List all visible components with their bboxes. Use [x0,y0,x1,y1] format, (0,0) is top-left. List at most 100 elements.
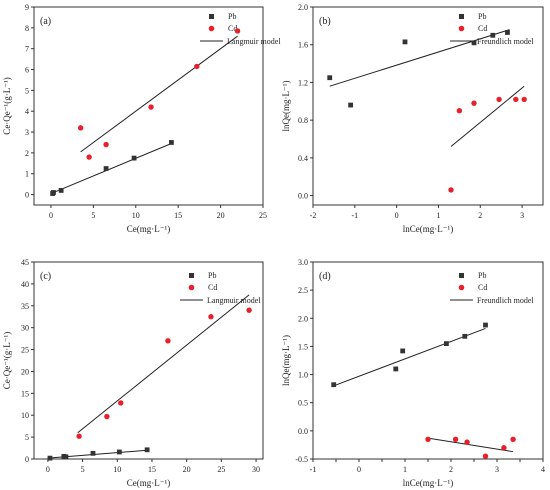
data-point-pb [63,454,69,460]
x-axis-label: Ce(mg·L⁻¹) [127,478,170,488]
legend-marker-cd [208,25,215,32]
legend-label-model: Langmuir model [207,296,261,305]
x-tick-label: 1 [436,211,440,220]
y-tick-label: 4 [25,107,29,116]
data-point-pb [505,30,510,35]
y-tick-label: 0.5 [298,399,308,408]
panel-label: (b) [319,16,331,27]
legend-marker-pb [459,14,464,19]
y-tick-label: 2.0 [298,3,308,12]
y-tick-label: 45 [21,258,29,267]
data-point-cd [510,436,516,442]
chart-panel-1: 0 5 10 15 20 25 0 1 2 3 4 5 6 7 8 9 Ce(mg·L⁻¹) Ce·Qe⁻¹(g·… [2,3,281,234]
x-tick-label: 1 [403,465,407,474]
y-tick-label: 1.2 [298,78,308,87]
data-point-cd [448,187,454,193]
data-point-pb [444,341,449,347]
data-point-pb [58,188,64,193]
x-tick-label: 2 [478,211,482,220]
x-tick-label: -2 [310,211,317,220]
fit-line-pb [329,29,510,87]
legend-marker-pb [459,273,464,278]
y-tick-label: 5 [25,86,29,95]
data-point-cd [76,433,82,439]
legend-label-model: Freundlich model [477,296,534,305]
data-point-cd [513,96,519,103]
x-tick-label: -1 [310,465,317,474]
y-tick-label: 20 [21,367,29,376]
legend-marker-cd [188,284,195,291]
x-tick-label: 0 [395,211,399,220]
legend: Pb Cd Freundlich model [450,271,534,305]
data-point-cd [452,436,459,442]
y-tick-label: 0 [25,455,29,464]
data-point-cd [234,28,241,34]
y-tick-label: 1.0 [298,371,308,380]
x-tick-label: 2 [449,465,453,474]
x-tick-label: 15 [174,211,182,220]
y-tick-label: 7 [25,45,29,54]
plot-frame [33,261,264,460]
plot-frame [312,6,544,206]
y-tick-label: 0.0 [298,427,308,436]
data-point-pb [348,102,354,108]
y-tick-label: 30 [21,324,29,333]
x-tick-label: 3 [495,465,499,474]
fit-line-pb [50,143,172,194]
x-tick-label: 5 [91,211,95,220]
legend: Pb Cd Langmuir model [200,12,281,46]
legend-label-pb: Pb [478,271,486,280]
chart-panel-2: -2 -1 0 1 2 3 0.0 0.4 0.8 1.2 1.6 2.0 lnCe(mg·L⁻¹) ln… [281,3,544,234]
data-point-pb [483,322,488,328]
y-tick-label: 0 [25,191,29,200]
x-tick-label: 30 [252,465,260,474]
data-point-cd [496,96,502,103]
data-point-cd [501,445,507,451]
y-tick-label: 0.4 [298,154,308,163]
chart-panel-4: -1 0 1 2 3 4 -0.5 0.0 0.5 1.0 1.5 2.0 2.5 3.0 lnCe(mg·… [281,258,545,488]
data-point-cd [148,104,154,110]
panel-label: (d) [319,271,331,282]
y-tick-label: 3 [25,128,29,137]
y-tick-label: 9 [25,3,29,12]
y-tick-label: 8 [25,24,29,33]
fit-line-cd [80,35,238,153]
y-tick-label: -0.5 [295,455,308,464]
x-tick-label: 25 [217,465,225,474]
legend-label-cd: Cd [228,24,237,33]
data-point-cd [77,125,84,131]
x-tick-label: 20 [217,211,225,220]
legend: Pb Cd Langmuir model [180,271,261,305]
y-tick-label: 0.8 [298,116,308,125]
data-point-pb [331,382,337,388]
y-axis-label: Ce·Qe⁻¹(g·L⁻¹) [2,77,12,134]
legend-label-model: Langmuir model [227,37,281,46]
fit-line-cd [77,294,250,434]
x-axis-label: Ce(mg·L⁻¹) [127,224,170,234]
data-point-cd [104,413,110,420]
x-tick-label: -1 [351,211,358,220]
x-tick-label: 0 [49,211,53,220]
data-point-pb [393,366,399,372]
data-point-cd [165,338,171,344]
fit-line-pb [333,327,486,387]
data-point-pb [471,40,477,46]
data-point-pb [116,449,122,455]
y-tick-label: 2.0 [298,314,308,323]
fit-line-cd [450,85,525,147]
data-point-cd [471,100,477,106]
data-point-pb [400,348,406,354]
y-tick-label: 2.5 [298,286,308,295]
y-tick-label: 5 [25,433,29,442]
legend-marker-cd [458,25,465,32]
y-tick-label: 2 [25,149,29,158]
legend-marker-cd [458,284,465,291]
y-tick-label: 10 [21,411,29,420]
x-tick-label: 0 [357,465,361,474]
data-point-cd [118,400,124,406]
data-point-pb [402,39,408,45]
y-axis-label: lnQe(mg·L⁻¹) [281,81,291,132]
y-tick-label: 40 [21,280,29,289]
data-point-cd [86,154,92,160]
x-tick-label: 3 [520,211,524,220]
